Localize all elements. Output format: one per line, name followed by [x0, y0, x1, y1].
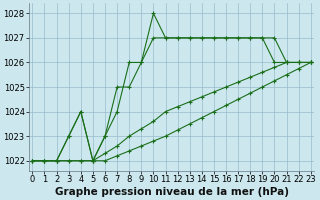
X-axis label: Graphe pression niveau de la mer (hPa): Graphe pression niveau de la mer (hPa) — [55, 187, 289, 197]
